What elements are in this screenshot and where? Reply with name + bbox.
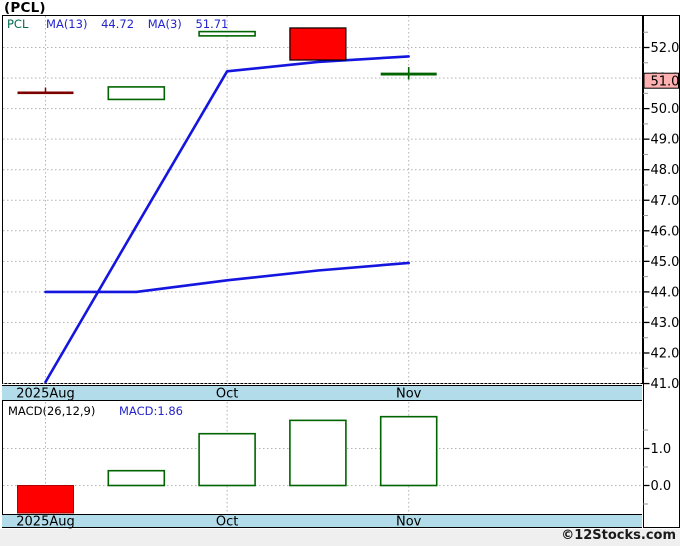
price-chart-panel	[2, 15, 643, 384]
page-title: (PCL)	[4, 0, 46, 16]
legend-symbol: PCL	[7, 17, 29, 31]
footer-credit: ©12Stocks.com	[561, 528, 676, 543]
macd-legend-label: MACD(26,12,9)	[8, 404, 96, 418]
legend-ma3-value: 51.71	[195, 17, 229, 31]
date-axis-band-macd	[2, 514, 642, 528]
legend-ma3-label: MA(3)	[147, 17, 182, 31]
macd-legend-value: MACD:1.86	[119, 404, 183, 418]
legend-ma13-value: 44.72	[101, 17, 135, 31]
footer-strip	[0, 529, 680, 546]
legend-ma13-label: MA(13)	[46, 17, 88, 31]
macd-legend: MACD(26,12,9) MACD:1.86	[8, 404, 193, 418]
date-axis-band-main	[2, 385, 642, 401]
price-axis-column	[643, 15, 680, 528]
price-legend: PCL MA(13) 44.72 MA(3) 51.71	[7, 17, 238, 31]
